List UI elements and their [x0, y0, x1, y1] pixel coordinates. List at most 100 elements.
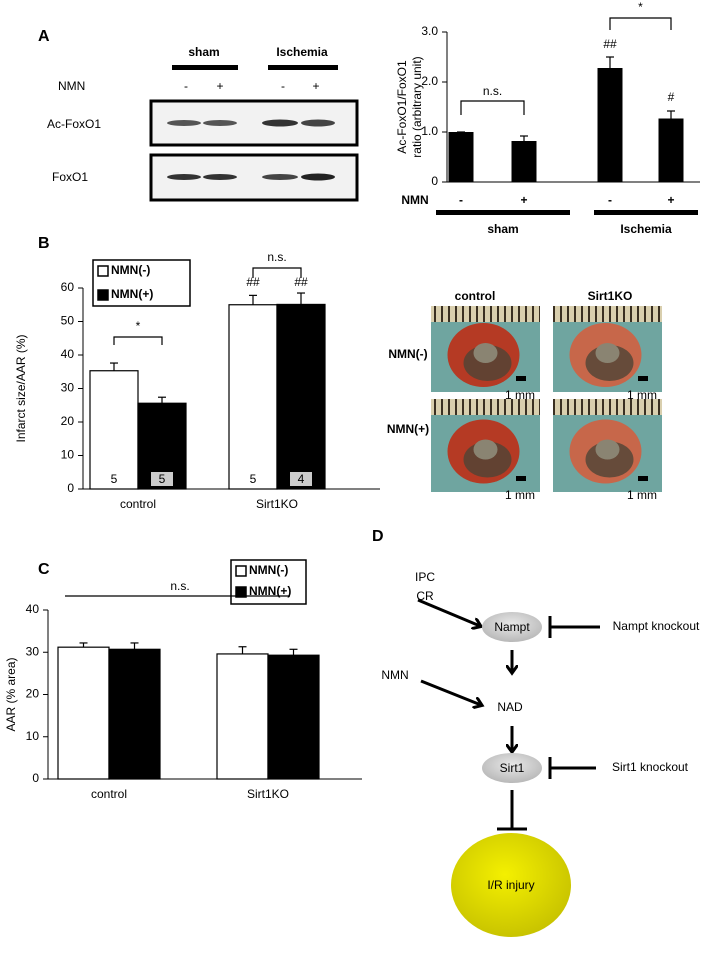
annotation: n.s.	[267, 250, 286, 264]
node-shape	[451, 833, 571, 937]
y-tick-label: 10	[61, 448, 75, 462]
y-tick-label: 50	[61, 314, 75, 328]
legend-swatch	[97, 289, 109, 301]
y-tick-label: 40	[26, 602, 40, 616]
bar	[267, 654, 320, 780]
scale-bar	[516, 476, 526, 481]
heart-lumen	[595, 343, 620, 363]
y-axis-label: ratio (arbitrary unit)	[410, 56, 424, 157]
y-tick-label: 1.0	[421, 124, 438, 138]
photo-row: NMN(+)	[387, 422, 429, 436]
legend-swatch	[97, 265, 109, 277]
bracket	[252, 267, 302, 278]
bar	[658, 118, 684, 182]
n-label: 5	[159, 472, 166, 486]
y-tick-label: 20	[26, 687, 40, 701]
heart-lumen	[473, 439, 498, 460]
error-bar	[238, 646, 247, 654]
scale-label: 1 mm	[627, 388, 657, 402]
legend-box	[92, 259, 191, 307]
node-label: I/R injury	[487, 878, 534, 892]
node-label: NAD	[497, 700, 523, 714]
error-bar	[297, 292, 305, 305]
blot-row-label: NMN	[58, 79, 85, 93]
legend-swatch	[235, 565, 247, 577]
legend-label: NMN(-)	[111, 263, 150, 277]
x-row-label: NMN	[401, 193, 428, 207]
group-label: sham	[487, 222, 518, 236]
error-bar	[158, 396, 166, 404]
scale-bar	[516, 376, 526, 381]
bar	[597, 68, 623, 182]
node-label: Nampt knockout	[613, 619, 700, 633]
n-label-bg	[151, 472, 173, 486]
n-label: 5	[250, 472, 257, 486]
legend-swatch	[235, 586, 247, 598]
photo-row: NMN(-)	[388, 347, 427, 361]
heart-photos: control Sirt1KO NMN(-) NMN(+)	[387, 289, 633, 436]
legend-label: NMN(+)	[249, 584, 291, 598]
y-axis-label: Infarct size/AAR (%)	[14, 334, 28, 442]
blot-group: Ischemia	[276, 45, 328, 59]
bar	[448, 132, 474, 182]
scale-bar	[638, 376, 648, 381]
y-axis-label: AAR (% area)	[4, 657, 18, 731]
lane-label: -	[281, 79, 285, 93]
panel-label: D	[372, 528, 384, 545]
node-label: Sirt1	[500, 761, 525, 775]
error-bar	[606, 56, 614, 68]
bar	[57, 646, 110, 780]
ruler	[431, 306, 540, 322]
bracket	[460, 100, 525, 115]
group-label: Ischemia	[620, 222, 672, 236]
annotation: ##	[246, 275, 260, 289]
y-tick-label: 0	[431, 174, 438, 188]
bracket	[113, 336, 163, 345]
lane-label: +	[216, 79, 223, 93]
error-bar	[110, 362, 118, 371]
node-shape	[482, 753, 542, 783]
panel-label: B	[38, 235, 50, 252]
x-tick-label: -	[459, 193, 463, 207]
y-tick-label: 30	[61, 381, 75, 395]
bracket	[609, 17, 672, 30]
y-tick-label: 3.0	[421, 24, 438, 38]
y-tick-label: 20	[61, 414, 75, 428]
error-bar	[79, 642, 88, 648]
error-bar	[130, 642, 139, 650]
y-tick-label: 0	[67, 481, 74, 495]
bands	[167, 119, 335, 181]
western-blot: sham Ischemia NMN - + - + Ac-FoxO1 FoxO1	[47, 45, 359, 202]
n-label: 4	[298, 472, 305, 486]
x-tick-label: Sirt1KO	[256, 497, 298, 511]
ruler	[553, 306, 662, 322]
bar	[228, 304, 278, 490]
photo-column: Sirt1KO	[588, 289, 633, 303]
y-tick-label: 10	[26, 729, 40, 743]
y-axis-label: Ac-FoxO1/FoxO1	[395, 60, 409, 154]
ruler	[431, 399, 540, 415]
heart-lumen	[473, 343, 498, 363]
bar	[276, 303, 326, 490]
heart-lumen	[595, 439, 620, 460]
bar	[216, 653, 269, 780]
scale-bar	[638, 476, 648, 481]
error-bar	[667, 110, 675, 119]
annotation: n.s.	[483, 84, 502, 98]
node-label: Sirt1 knockout	[612, 760, 689, 774]
group-bar	[268, 65, 338, 70]
error-bar	[249, 294, 257, 305]
ruler	[553, 399, 662, 415]
x-tick-label: +	[667, 193, 674, 207]
error-bar	[520, 135, 528, 141]
arrow	[420, 679, 481, 705]
group-bar	[436, 210, 570, 215]
group-bar	[172, 65, 238, 70]
x-tick-label: control	[91, 787, 127, 801]
y-tick-label: 40	[61, 347, 75, 361]
lane-label: -	[184, 79, 188, 93]
group-bar	[594, 210, 698, 215]
lane-label: +	[312, 79, 319, 93]
